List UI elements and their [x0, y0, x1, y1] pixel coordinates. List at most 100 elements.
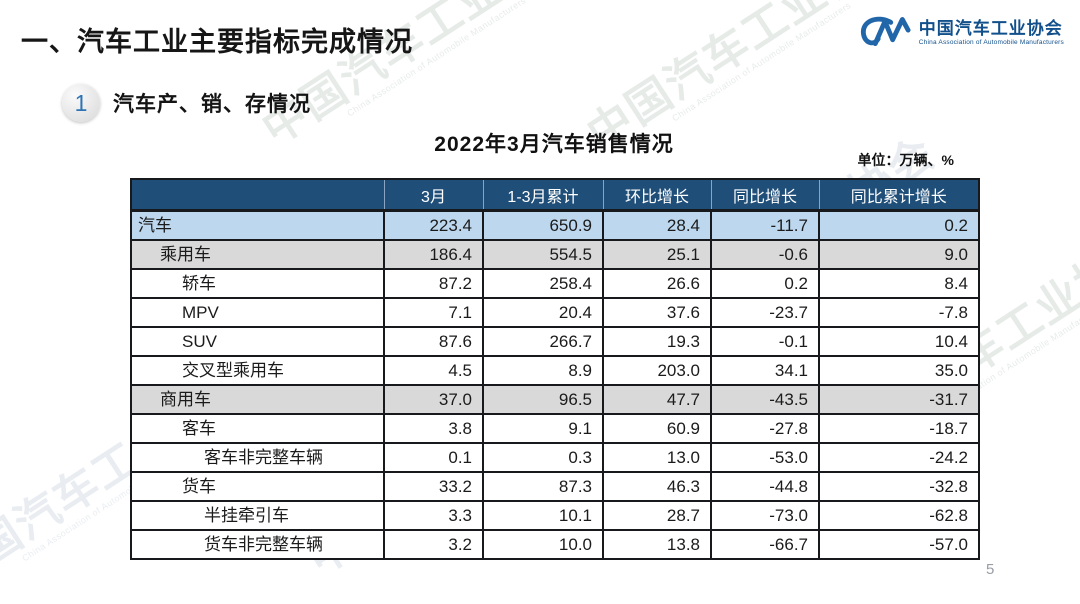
value-cell: 3.3	[383, 500, 484, 531]
value-cell: 25.1	[602, 239, 712, 270]
row-label-cell: 半挂牵引车	[130, 500, 385, 531]
value-cell: 33.2	[383, 471, 484, 502]
row-label-cell: 轿车	[130, 268, 385, 299]
value-cell: 13.0	[602, 442, 712, 473]
value-cell: 9.0	[818, 239, 980, 270]
value-cell: 9.1	[482, 413, 604, 444]
row-label-cell: 客车	[130, 413, 385, 444]
value-cell: -0.6	[710, 239, 820, 270]
value-cell: -27.8	[710, 413, 820, 444]
table-row: 货车 33.2 87.3 46.3 -44.8 -32.8	[130, 471, 980, 502]
value-cell: 10.1	[482, 500, 604, 531]
table-header-row: 3月 1-3月累计 环比增长 同比增长 同比累计增长	[130, 178, 980, 212]
value-cell: -0.1	[710, 326, 820, 357]
value-cell: -18.7	[818, 413, 980, 444]
value-cell: 87.6	[383, 326, 484, 357]
column-header-category	[130, 178, 384, 212]
row-label-cell: 汽车	[130, 209, 385, 241]
value-cell: 0.3	[482, 442, 604, 473]
table-row: 乘用车 186.4 554.5 25.1 -0.6 9.0	[130, 239, 980, 270]
value-cell: -31.7	[818, 384, 980, 415]
value-cell: 8.9	[482, 355, 604, 386]
table-row: 汽车 223.4 650.9 28.4 -11.7 0.2	[130, 209, 980, 241]
value-cell: -57.0	[818, 529, 980, 560]
table-row: 轿车 87.2 258.4 26.6 0.2 8.4	[130, 268, 980, 299]
section-heading: 1 汽车产、销、存情况	[62, 84, 311, 122]
value-cell: 258.4	[482, 268, 604, 299]
value-cell: 3.2	[383, 529, 484, 560]
value-cell: 34.1	[710, 355, 820, 386]
value-cell: -23.7	[710, 297, 820, 328]
column-header: 同比增长	[710, 178, 819, 212]
section-number-badge: 1	[62, 84, 100, 122]
row-label-cell: 货车	[130, 471, 385, 502]
value-cell: 19.3	[602, 326, 712, 357]
value-cell: 60.9	[602, 413, 712, 444]
value-cell: 186.4	[383, 239, 484, 270]
caam-logo: 中国汽车工业协会 China Association of Automobile…	[854, 13, 1064, 53]
table-row: 交叉型乘用车 4.5 8.9 203.0 34.1 35.0	[130, 355, 980, 386]
value-cell: 37.0	[383, 384, 484, 415]
value-cell: 203.0	[602, 355, 712, 386]
value-cell: -32.8	[818, 471, 980, 502]
value-cell: 8.4	[818, 268, 980, 299]
value-cell: -24.2	[818, 442, 980, 473]
table-row: 商用车 37.0 96.5 47.7 -43.5 -31.7	[130, 384, 980, 415]
value-cell: 26.6	[602, 268, 712, 299]
caam-logo-text: 中国汽车工业协会 China Association of Automobile…	[919, 19, 1064, 46]
table-row: 客车非完整车辆 0.1 0.3 13.0 -53.0 -24.2	[130, 442, 980, 473]
value-cell: 10.4	[818, 326, 980, 357]
table-row: 半挂牵引车 3.3 10.1 28.7 -73.0 -62.8	[130, 500, 980, 531]
value-cell: 0.1	[383, 442, 484, 473]
value-cell: 96.5	[482, 384, 604, 415]
sales-table: 3月 1-3月累计 环比增长 同比增长 同比累计增长 汽车 223.4 650.9 28.4-…	[130, 178, 980, 560]
value-cell: 3.8	[383, 413, 484, 444]
page-title: 一、汽车工业主要指标完成情况	[21, 27, 413, 57]
column-header: 环比增长	[602, 178, 711, 212]
value-cell: 20.4	[482, 297, 604, 328]
table-row: 货车非完整车辆 3.2 10.0 13.8 -66.7 -57.0	[130, 529, 980, 560]
value-cell: -53.0	[710, 442, 820, 473]
row-label-cell: 货车非完整车辆	[130, 529, 385, 560]
value-cell: -7.8	[818, 297, 980, 328]
table-title: 2022年3月汽车销售情况	[434, 133, 674, 156]
row-label-cell: SUV	[130, 326, 385, 357]
value-cell: 0.2	[710, 268, 820, 299]
caam-logo-name-en: China Association of Automobile Manufact…	[918, 39, 1064, 47]
value-cell: -66.7	[710, 529, 820, 560]
value-cell: -62.8	[818, 500, 980, 531]
value-cell: -11.7	[710, 209, 820, 241]
value-cell: 47.7	[602, 384, 712, 415]
value-cell: 87.3	[482, 471, 604, 502]
value-cell: -73.0	[710, 500, 820, 531]
column-header: 同比累计增长	[818, 178, 980, 212]
page-number: 5	[986, 561, 995, 578]
value-cell: 650.9	[482, 209, 604, 241]
value-cell: 13.8	[602, 529, 712, 560]
value-cell: 266.7	[482, 326, 604, 357]
caam-logo-name-cn: 中国汽车工业协会	[918, 19, 1063, 39]
value-cell: 0.2	[818, 209, 980, 241]
section-title: 汽车产、销、存情况	[113, 93, 311, 116]
value-cell: 37.6	[602, 297, 712, 328]
column-header: 1-3月累计	[482, 178, 603, 212]
column-header: 3月	[383, 178, 483, 212]
value-cell: 28.7	[602, 500, 712, 531]
value-cell: 46.3	[602, 471, 712, 502]
row-label-cell: 交叉型乘用车	[130, 355, 385, 386]
value-cell: -44.8	[710, 471, 820, 502]
row-label-cell: 客车非完整车辆	[130, 442, 385, 473]
caam-logo-icon	[854, 13, 912, 53]
value-cell: 554.5	[482, 239, 604, 270]
table-row: MPV 7.1 20.4 37.6 -23.7 -7.8	[130, 297, 980, 328]
value-cell: 10.0	[482, 529, 604, 560]
row-label-cell: MPV	[130, 297, 385, 328]
row-label-cell: 商用车	[130, 384, 385, 415]
table-row: SUV 87.6 266.7 19.3 -0.1 10.4	[130, 326, 980, 357]
value-cell: 223.4	[383, 209, 484, 241]
value-cell: 87.2	[383, 268, 484, 299]
row-label-cell: 乘用车	[130, 239, 385, 270]
value-cell: 7.1	[383, 297, 484, 328]
value-cell: 4.5	[383, 355, 484, 386]
